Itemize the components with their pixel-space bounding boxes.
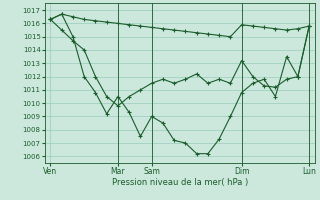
X-axis label: Pression niveau de la mer( hPa ): Pression niveau de la mer( hPa ) xyxy=(112,178,248,187)
